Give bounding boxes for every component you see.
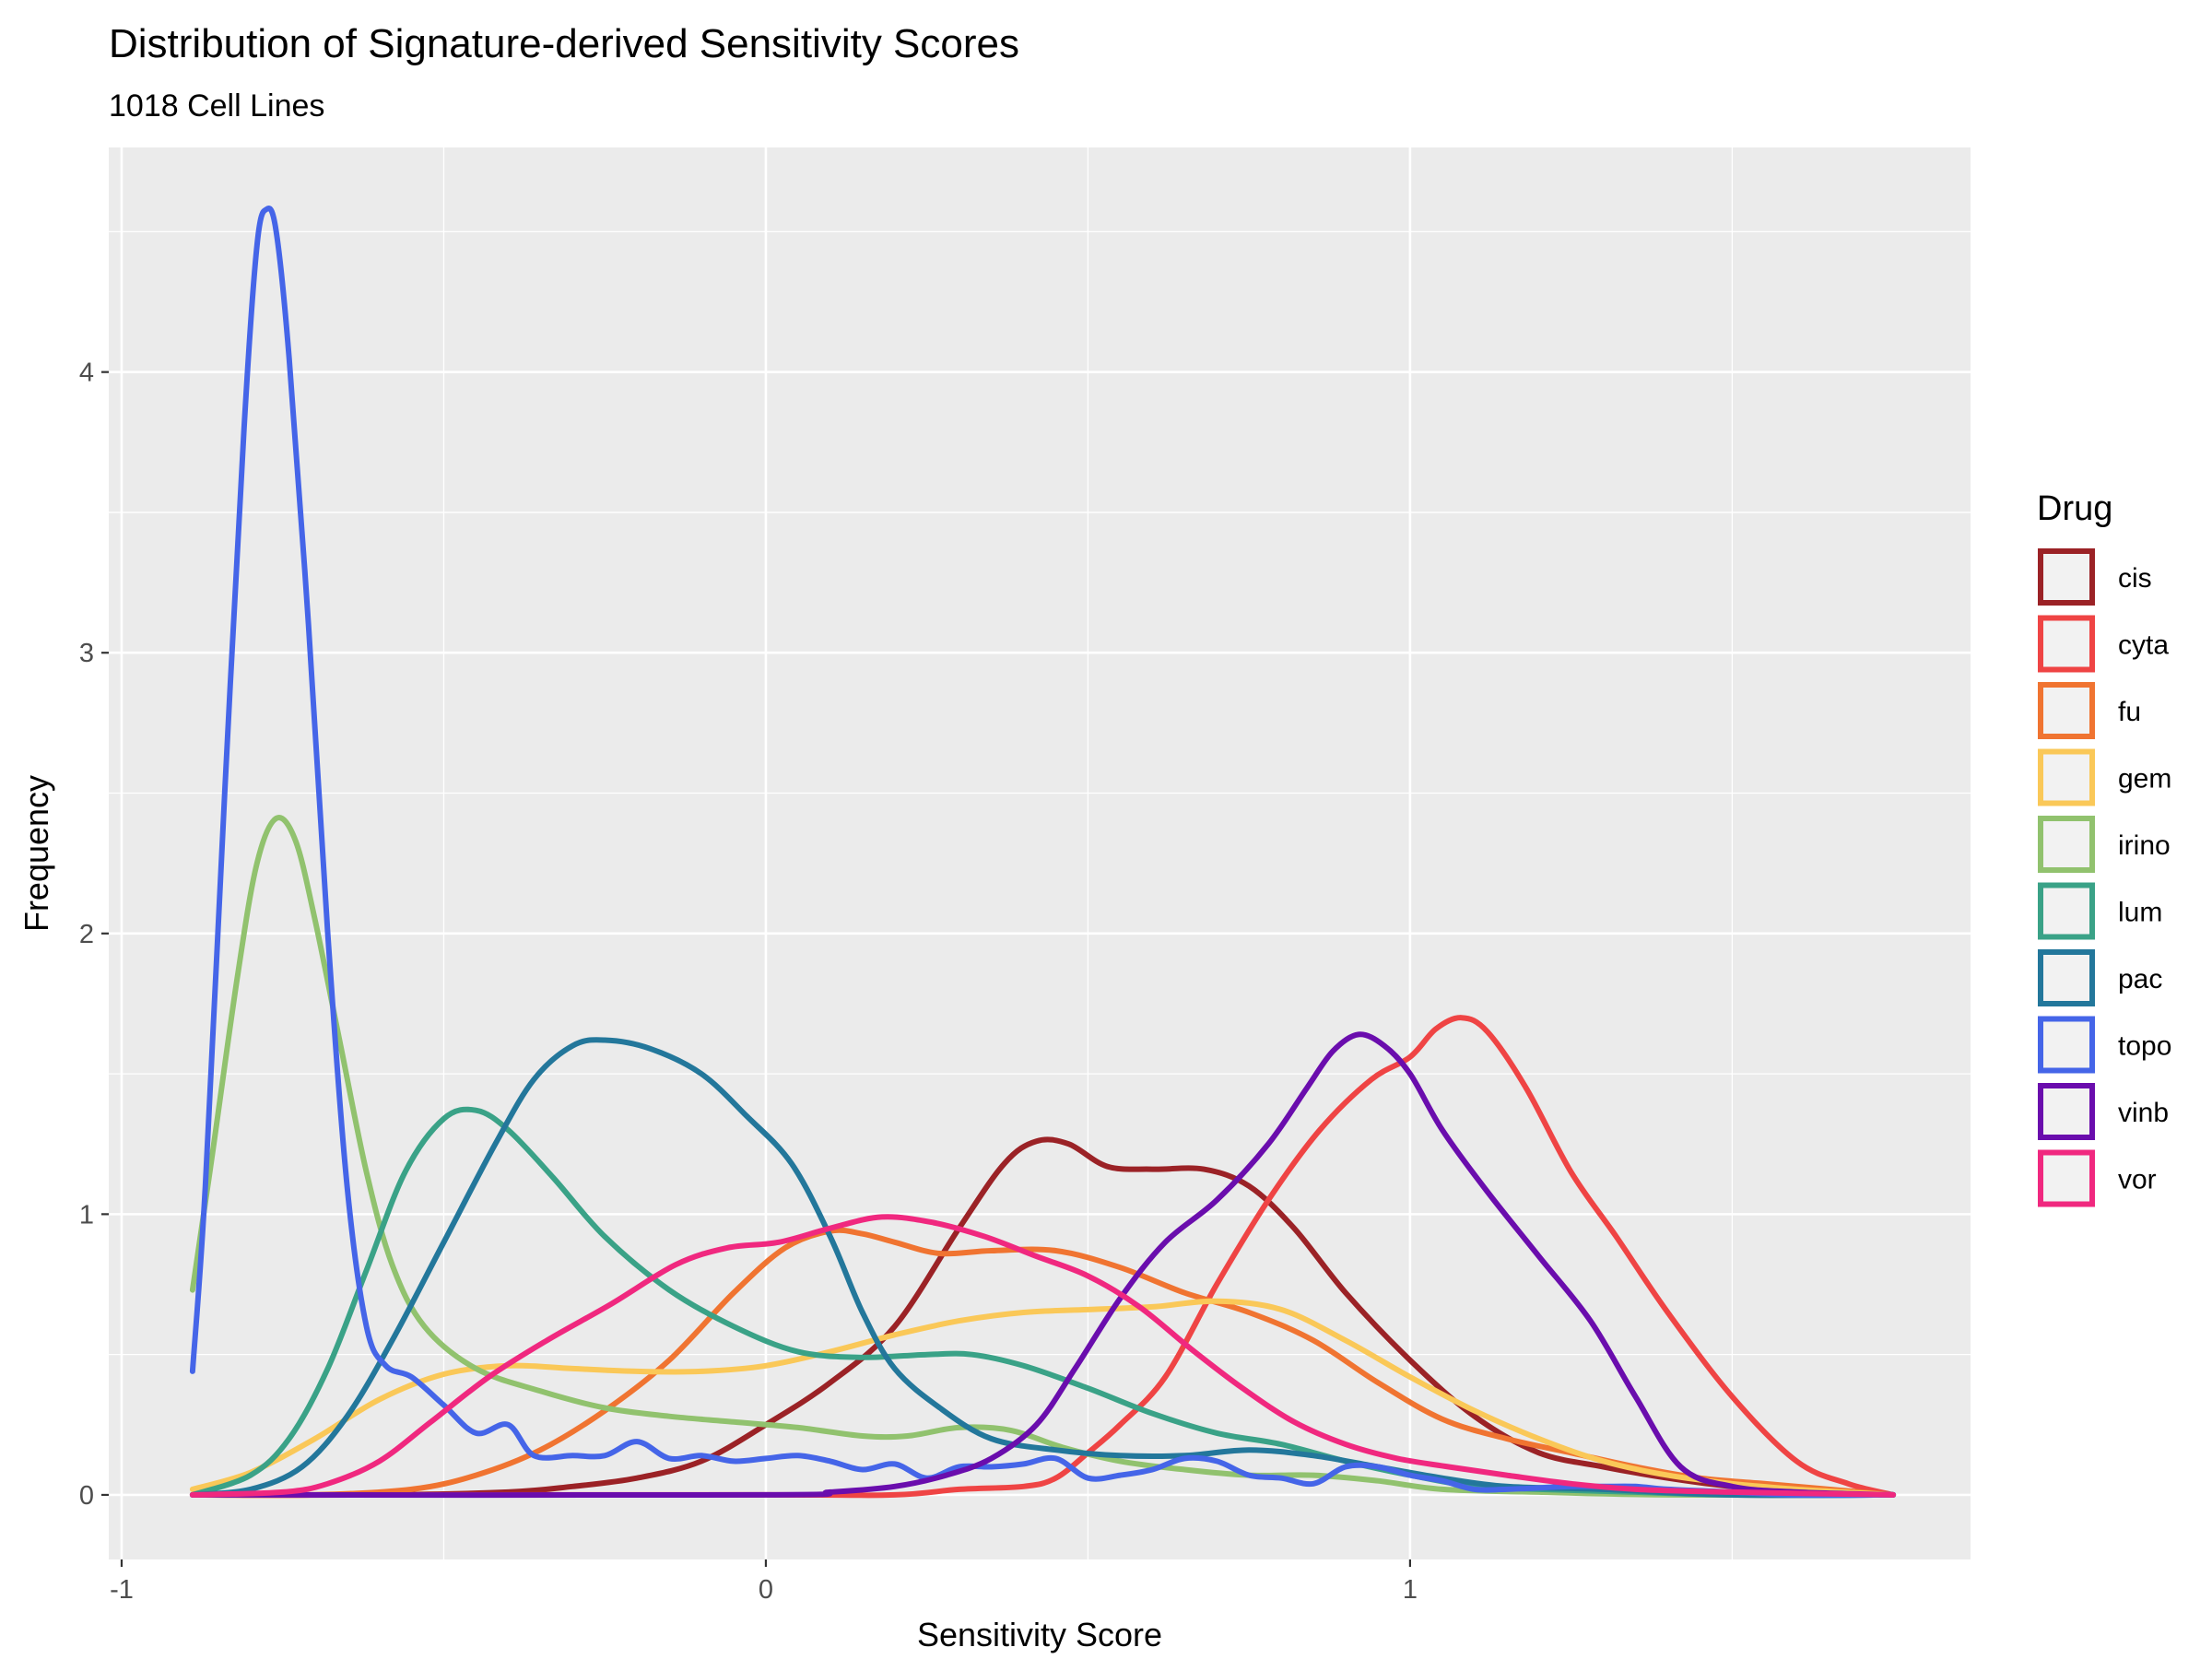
x-tick-label: -1: [110, 1575, 134, 1605]
plot-panel: [109, 147, 1971, 1559]
x-axis: -1 0 1: [110, 1559, 1418, 1605]
legend-label: vinb: [2118, 1098, 2169, 1128]
x-axis-label: Sensitivity Score: [917, 1616, 1162, 1653]
legend-label: irino: [2118, 830, 2171, 861]
legend: Drug cis cyta fu gem irino lum pac topo vinb vor: [2037, 489, 2171, 1207]
y-tick-label: 4: [79, 359, 94, 388]
legend-item-irino: irino: [2038, 816, 2171, 873]
y-tick-label: 0: [79, 1481, 94, 1511]
series-line-topo: [189, 206, 1897, 1499]
legend-label: fu: [2118, 697, 2141, 727]
legend-item-cis: cis: [2038, 548, 2152, 606]
series-line-cis: [189, 1136, 1897, 1499]
legend-item-gem: gem: [2038, 748, 2171, 806]
legend-label: cyta: [2118, 630, 2169, 661]
legend-item-vinb: vinb: [2038, 1083, 2169, 1140]
y-axis: 0 1 2 3 4: [79, 359, 109, 1511]
y-tick-label: 3: [79, 639, 94, 668]
series-line-irino: [189, 815, 1897, 1499]
legend-key-topo: [2038, 1016, 2095, 1074]
legend-label: gem: [2118, 764, 2171, 794]
legend-label: topo: [2118, 1031, 2171, 1062]
legend-label: cis: [2118, 563, 2152, 594]
legend-key-lum: [2038, 882, 2095, 940]
y-axis-label: Frequency: [18, 775, 55, 932]
legend-label: pac: [2118, 964, 2162, 994]
legend-item-lum: lum: [2038, 882, 2162, 940]
legend-item-vor: vor: [2038, 1149, 2157, 1207]
x-tick-label: 1: [1403, 1575, 1418, 1605]
legend-key-vor: [2038, 1149, 2095, 1207]
legend-item-topo: topo: [2038, 1016, 2171, 1074]
legend-item-pac: pac: [2038, 949, 2162, 1006]
legend-key-irino: [2038, 816, 2095, 873]
x-tick-label: 0: [759, 1575, 773, 1605]
series-line-cyta: [189, 1015, 1897, 1499]
series-line-lum: [189, 1106, 1897, 1499]
legend-key-cyta: [2038, 615, 2095, 673]
legend-key-pac: [2038, 949, 2095, 1006]
legend-key-vinb: [2038, 1083, 2095, 1140]
legend-key-fu: [2038, 682, 2095, 739]
legend-label: vor: [2118, 1165, 2157, 1195]
chart-title: Distribution of Signature-derived Sensit…: [109, 21, 1019, 66]
series-line-gem: [189, 1298, 1897, 1498]
legend-item-cyta: cyta: [2038, 615, 2169, 673]
chart-subtitle: 1018 Cell Lines: [109, 88, 324, 124]
y-tick-label: 2: [79, 920, 94, 949]
y-tick-label: 1: [79, 1200, 94, 1230]
series-line-vor: [189, 1214, 1897, 1498]
series-line-vinb: [189, 1031, 1897, 1499]
legend-label: lum: [2118, 898, 2162, 928]
series-layer: [189, 206, 1897, 1499]
grid-minor: [109, 147, 1971, 1559]
legend-title: Drug: [2037, 489, 2112, 528]
legend-items: cis cyta fu gem irino lum pac topo vinb vor: [2038, 548, 2171, 1207]
legend-item-fu: fu: [2038, 682, 2141, 739]
legend-key-gem: [2038, 748, 2095, 806]
legend-key-cis: [2038, 548, 2095, 606]
